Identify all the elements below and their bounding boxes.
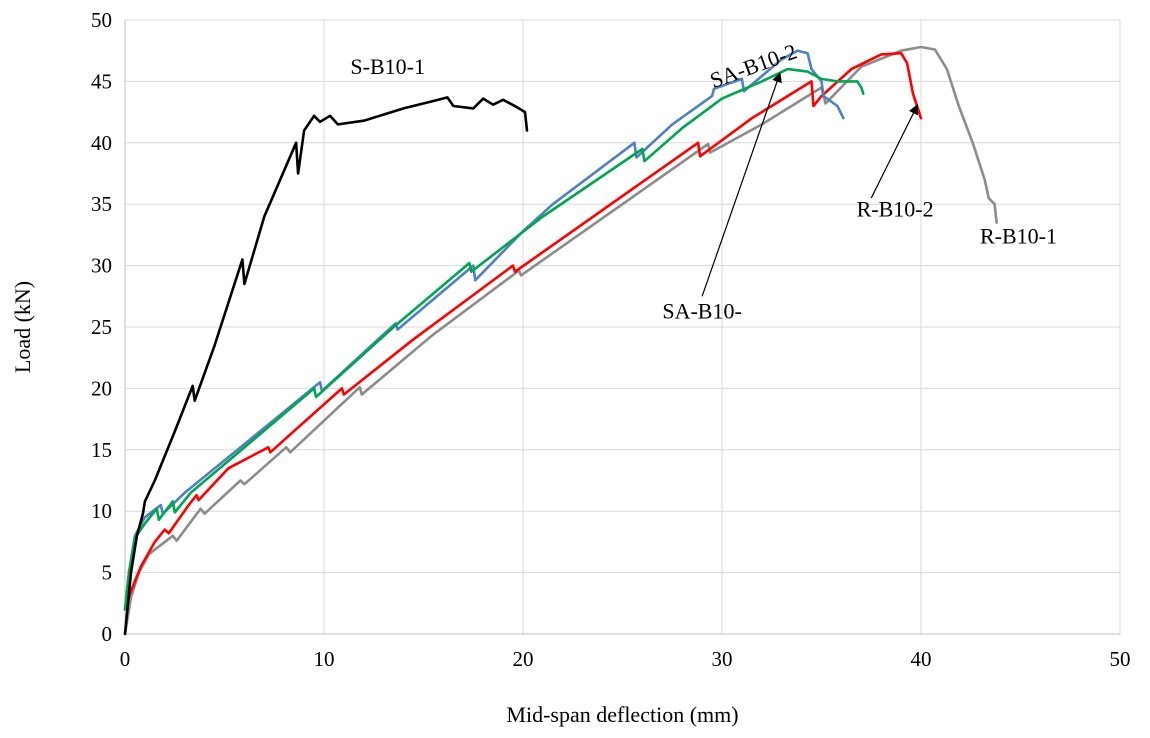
x-tick-label: 30 [712, 647, 733, 671]
x-tick-label: 0 [120, 647, 131, 671]
series-line-sa-b10-1 [123, 67, 865, 611]
y-tick-label: 0 [102, 622, 113, 646]
series-label-sa-b10-1: SA-B10- [662, 298, 741, 323]
y-tick-label: 5 [102, 561, 113, 585]
y-tick-label: 25 [91, 315, 112, 339]
series-line-s-b10-1 [123, 96, 529, 636]
series-label-s-b10-1: S-B10-1 [350, 54, 425, 79]
series-line-sa-b10-2 [123, 49, 845, 611]
y-tick-label: 50 [91, 8, 112, 32]
arrow-r-b10-2 [870, 104, 918, 199]
annotation-arrows [701, 72, 918, 297]
y-tick-label: 10 [91, 499, 112, 523]
gridlines [125, 19, 1121, 634]
series-line-r-b10-2 [123, 51, 923, 611]
arrow-sa-b10-1 [701, 72, 782, 297]
series-label-r-b10-2: R-B10-2 [857, 196, 934, 221]
x-tick-label: 40 [911, 647, 932, 671]
x-tick-label: 20 [513, 647, 534, 671]
y-tick-label: 15 [91, 438, 112, 462]
y-tick-label: 40 [91, 131, 112, 155]
series-line-r-b10-1 [123, 45, 998, 636]
x-tick-label: 10 [314, 647, 335, 671]
x-tick-labels: 0 10 20 30 40 50 [120, 647, 1131, 671]
y-tick-label: 45 [91, 69, 112, 93]
x-tick-label: 50 [1110, 647, 1131, 671]
y-tick-label: 20 [91, 376, 112, 400]
y-tick-label: 30 [91, 254, 112, 278]
y-axis-title: Load (kN) [10, 281, 35, 373]
series-label-r-b10-1: R-B10-1 [980, 223, 1057, 248]
y-tick-label: 35 [91, 192, 112, 216]
axes [124, 20, 1120, 635]
y-tick-labels: 0 5 10 15 20 25 30 35 40 45 50 [91, 8, 112, 646]
plot-area [123, 45, 998, 636]
x-axis-title: Mid-span deflection (mm) [506, 702, 738, 727]
